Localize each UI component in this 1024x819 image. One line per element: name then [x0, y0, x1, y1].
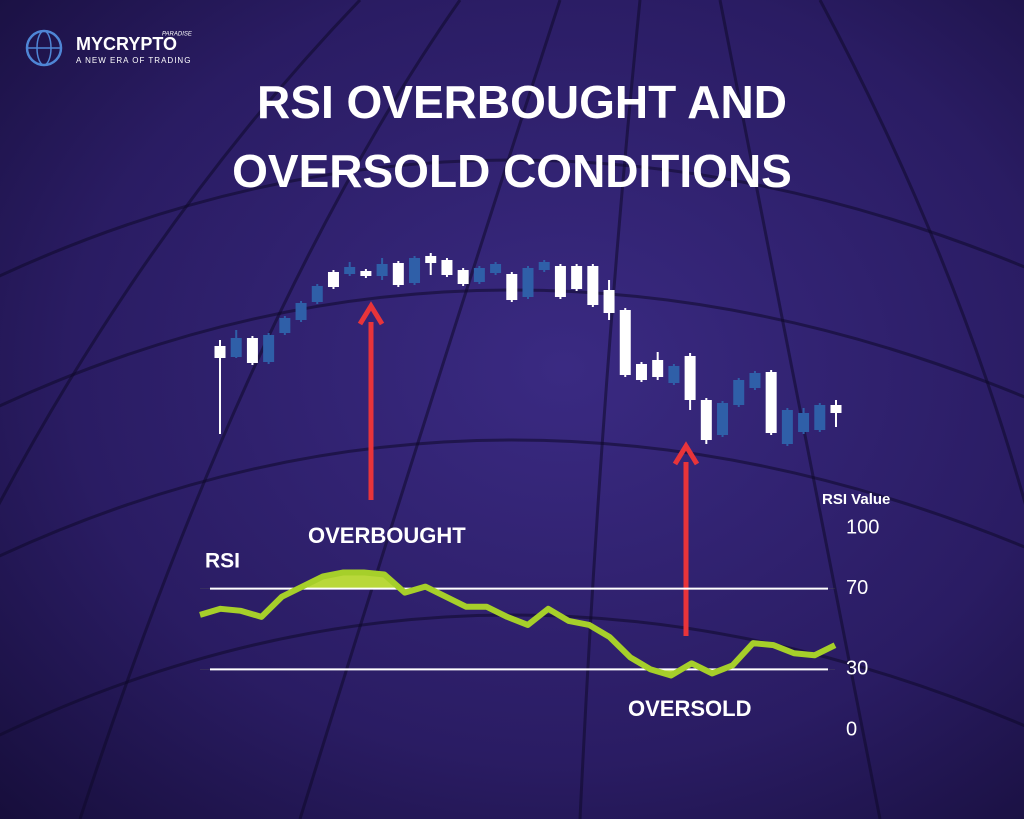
y-tick-label: 30 [846, 658, 868, 680]
candle-body [717, 403, 729, 435]
candle-body [344, 267, 356, 274]
y-tick-label: 0 [846, 718, 857, 740]
candle-body [603, 290, 615, 313]
arrow-head [357, 301, 385, 326]
candle-body [652, 360, 664, 377]
candle-body [392, 263, 404, 285]
y-tick-label: 70 [846, 577, 868, 599]
title: RSI OVERBOUGHT AND [257, 76, 787, 128]
arrows [357, 301, 700, 636]
candle-body [246, 338, 258, 363]
rsi-line [199, 569, 837, 679]
annotation: OVERSOLD [628, 696, 751, 721]
candle-body [798, 413, 810, 432]
candle-body [409, 258, 421, 283]
series-label: RSI [205, 550, 240, 573]
candle-body [733, 380, 745, 405]
candle-body [781, 410, 793, 444]
arrow-head [672, 441, 700, 466]
candle-body [571, 266, 583, 289]
candle-body [327, 272, 339, 287]
annotation: OVERBOUGHT [308, 523, 466, 548]
candle-body [311, 286, 323, 302]
candle-body [457, 270, 469, 284]
logo: MYCRYPTO PARADISE A NEW ERA OF TRADING [25, 29, 193, 67]
candle-body [700, 400, 712, 440]
candle-body [295, 303, 307, 320]
candle-body [619, 310, 631, 375]
candle-body [230, 338, 242, 357]
candle-body [263, 335, 275, 362]
y-tick-label: 100 [846, 516, 879, 538]
candle-body [376, 264, 388, 276]
candle-body [441, 260, 453, 275]
candle-body [473, 268, 485, 282]
candle-body [506, 274, 518, 300]
candle-body [830, 405, 842, 413]
candle-body [214, 346, 226, 358]
candle-body [425, 256, 437, 263]
candle-body [490, 264, 502, 273]
candle-body [360, 271, 372, 276]
candle-body [635, 364, 647, 380]
candle-body [684, 356, 696, 400]
logo-tag: PARADISE [162, 32, 193, 38]
candle-body [749, 373, 761, 388]
candle-body [522, 268, 534, 297]
candle-body [814, 405, 826, 430]
candle-body [554, 266, 566, 297]
title: OVERSOLD CONDITIONS [232, 145, 792, 197]
candle-body [538, 262, 550, 270]
candle-body [279, 318, 291, 333]
candle-body [587, 266, 599, 305]
logo-slogan: A NEW ERA OF TRADING [76, 56, 191, 65]
candle-body [668, 366, 680, 383]
candle-body [765, 372, 777, 433]
logo-brand: MYCRYPTO [76, 34, 177, 54]
axis-title: RSI Value [822, 491, 890, 508]
